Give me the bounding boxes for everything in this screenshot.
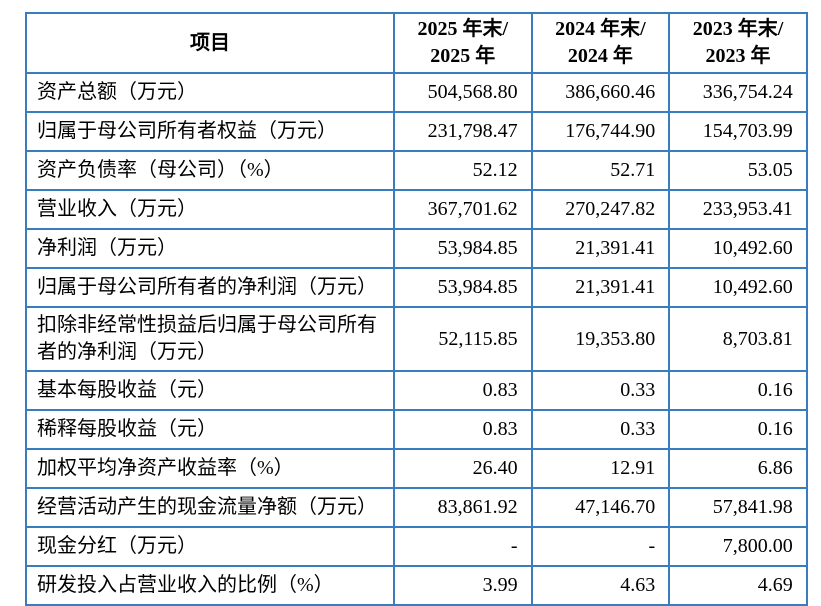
cell-value: 270,247.82	[530, 189, 671, 230]
row-label: 加权平均净资产收益率（%）	[25, 448, 395, 489]
row-label: 归属于母公司所有者权益（万元）	[25, 111, 395, 152]
header-year-2023: 2023 年末/ 2023 年	[668, 12, 808, 74]
cell-value: 52.12	[393, 150, 533, 191]
header-year-2024-line2: 2024 年	[567, 45, 633, 67]
header-year-2025-line2: 2025 年	[430, 45, 496, 67]
row-label: 经营活动产生的现金流量净额（万元）	[25, 487, 395, 528]
cell-value: 233,953.41	[668, 189, 808, 230]
financial-summary-table: 项目 2025 年末/ 2025 年 2024 年末/ 2024 年 2023 …	[25, 12, 808, 606]
header-item-label: 项目	[190, 31, 230, 54]
cell-value: 21,391.41	[530, 228, 671, 269]
cell-value: -	[530, 526, 671, 567]
table-row-weighted-roe: 加权平均净资产收益率（%） 26.40 12.91 6.86	[25, 448, 808, 489]
cell-value: 10,492.60	[668, 267, 808, 308]
cell-value: 10,492.60	[668, 228, 808, 269]
row-label: 扣除非经常性损益后归属于母公司所有者的净利润（万元）	[25, 306, 395, 372]
table-row-net-profit: 净利润（万元） 53,984.85 21,391.41 10,492.60	[25, 228, 808, 269]
header-year-2023-line2: 2023 年	[705, 45, 771, 67]
table-row-rd-ratio: 研发投入占营业收入的比例（%） 3.99 4.63 4.69	[25, 565, 808, 606]
table-row-deducted-net-profit: 扣除非经常性损益后归属于母公司所有者的净利润（万元） 52,115.85 19,…	[25, 306, 808, 372]
cell-value: 336,754.24	[668, 72, 808, 113]
header-year-2025-line1: 2025 年末/	[417, 18, 509, 40]
cell-value: 6.86	[668, 448, 808, 489]
cell-value: 52,115.85	[393, 306, 533, 372]
cell-value: 12.91	[530, 448, 671, 489]
cell-value: 52.71	[530, 150, 671, 191]
header-year-2024-line1: 2024 年末/	[555, 18, 646, 40]
cell-value: 0.33	[530, 409, 671, 450]
header-year-2023-line1: 2023 年末/	[692, 18, 784, 40]
table-row-revenue: 营业收入（万元） 367,701.62 270,247.82 233,953.4…	[25, 189, 808, 230]
cell-value: 0.33	[530, 370, 671, 411]
header-year-2025: 2025 年末/ 2025 年	[393, 12, 533, 74]
table-row-basic-eps: 基本每股收益（元） 0.83 0.33 0.16	[25, 370, 808, 411]
row-label: 资产总额（万元）	[25, 72, 395, 113]
header-year-2024: 2024 年末/ 2024 年	[530, 12, 671, 74]
row-label: 研发投入占营业收入的比例（%）	[25, 565, 395, 606]
cell-value: 176,744.90	[530, 111, 671, 152]
cell-value: 21,391.41	[530, 267, 671, 308]
cell-value: 8,703.81	[668, 306, 808, 372]
cell-value: 231,798.47	[393, 111, 533, 152]
cell-value: -	[393, 526, 533, 567]
table-row-debt-ratio: 资产负债率（母公司）（%） 52.12 52.71 53.05	[25, 150, 808, 191]
cell-value: 3.99	[393, 565, 533, 606]
row-label: 归属于母公司所有者的净利润（万元）	[25, 267, 395, 308]
row-label: 净利润（万元）	[25, 228, 395, 269]
row-label: 稀释每股收益（元）	[25, 409, 395, 450]
cell-value: 0.16	[668, 409, 808, 450]
table-row-operating-cash-flow: 经营活动产生的现金流量净额（万元） 83,861.92 47,146.70 57…	[25, 487, 808, 528]
header-item-column: 项目	[25, 12, 395, 74]
cell-value: 26.40	[393, 448, 533, 489]
cell-value: 504,568.80	[393, 72, 533, 113]
cell-value: 47,146.70	[530, 487, 671, 528]
cell-value: 57,841.98	[668, 487, 808, 528]
cell-value: 19,353.80	[530, 306, 671, 372]
cell-value: 4.63	[530, 565, 671, 606]
table-row-total-assets: 资产总额（万元） 504,568.80 386,660.46 336,754.2…	[25, 72, 808, 113]
financial-summary-table-container: 项目 2025 年末/ 2025 年 2024 年末/ 2024 年 2023 …	[25, 12, 808, 606]
table-row-parent-equity: 归属于母公司所有者权益（万元） 231,798.47 176,744.90 15…	[25, 111, 808, 152]
cell-value: 4.69	[668, 565, 808, 606]
table-row-diluted-eps: 稀释每股收益（元） 0.83 0.33 0.16	[25, 409, 808, 450]
table-row-parent-net-profit: 归属于母公司所有者的净利润（万元） 53,984.85 21,391.41 10…	[25, 267, 808, 308]
cell-value: 0.83	[393, 370, 533, 411]
cell-value: 53.05	[668, 150, 808, 191]
cell-value: 0.83	[393, 409, 533, 450]
row-label: 营业收入（万元）	[25, 189, 395, 230]
cell-value: 83,861.92	[393, 487, 533, 528]
cell-value: 386,660.46	[530, 72, 671, 113]
cell-value: 53,984.85	[393, 267, 533, 308]
row-label: 资产负债率（母公司）（%）	[25, 150, 395, 191]
header-row: 项目 2025 年末/ 2025 年 2024 年末/ 2024 年 2023 …	[25, 12, 808, 74]
row-label: 现金分红（万元）	[25, 526, 395, 567]
table-row-cash-dividend: 现金分红（万元） - - 7,800.00	[25, 526, 808, 567]
cell-value: 0.16	[668, 370, 808, 411]
cell-value: 53,984.85	[393, 228, 533, 269]
cell-value: 7,800.00	[668, 526, 808, 567]
cell-value: 367,701.62	[393, 189, 533, 230]
row-label: 基本每股收益（元）	[25, 370, 395, 411]
cell-value: 154,703.99	[668, 111, 808, 152]
